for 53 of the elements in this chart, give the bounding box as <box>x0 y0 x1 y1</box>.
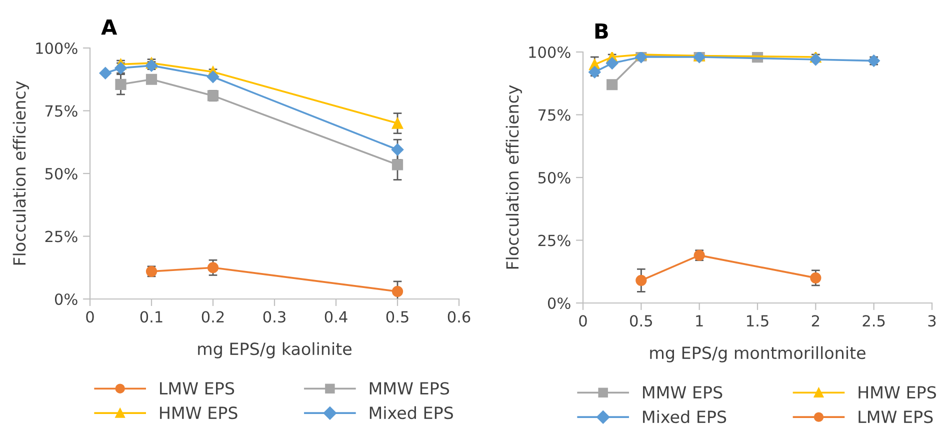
legend-label: MMW EPS <box>643 386 722 399</box>
point <box>392 159 404 170</box>
x-tick-label: 0.6 <box>448 311 470 323</box>
x-tick-label: 0.5 <box>630 315 652 327</box>
legend-label: Mixed EPS <box>643 410 726 424</box>
point <box>146 74 158 85</box>
y-tick-label: 75% <box>45 105 78 117</box>
x-tick-label: 2 <box>812 315 819 326</box>
point <box>606 57 618 70</box>
x-tick-label: 1 <box>696 315 703 326</box>
x-tick-label: 0.3 <box>263 311 286 323</box>
x-tick-label: 0.4 <box>324 311 348 323</box>
y-tick-label: 50% <box>45 168 78 180</box>
y-tick-label: 0% <box>54 293 78 306</box>
legend-label: LMW EPS <box>858 410 933 424</box>
x-tick-label: 0 <box>579 315 587 327</box>
point <box>810 53 822 66</box>
legend-label: HMW EPS <box>858 386 936 399</box>
y-tick-label: 25% <box>538 234 570 246</box>
x-axis-title: mg EPS/g kaolinite <box>198 342 352 358</box>
legend-label: Mixed EPS <box>370 406 453 420</box>
x-tick-label: 0.2 <box>202 311 224 323</box>
y-tick-label: 100% <box>36 42 78 54</box>
x-tick-label: 3 <box>928 315 936 327</box>
point <box>207 262 219 274</box>
point <box>588 66 601 78</box>
legend-label: MMW EPS <box>370 382 450 395</box>
x-axis-title: mg EPS/g montmorillonite <box>650 346 866 362</box>
x-tick-label: 1.5 <box>747 315 768 327</box>
point <box>606 79 618 90</box>
y-tick-label: 75% <box>538 109 570 121</box>
x-tick-label: 0 <box>86 311 94 323</box>
point <box>636 274 647 286</box>
point <box>392 118 404 129</box>
x-tick-label: 0.1 <box>140 311 162 323</box>
y-tick-label: 100% <box>529 46 570 58</box>
point <box>810 272 822 284</box>
y-tick-label: 50% <box>538 172 570 184</box>
x-tick-label: 0.5 <box>386 311 408 323</box>
y-tick-label: 25% <box>45 230 78 242</box>
legend-label: LMW EPS <box>160 382 234 395</box>
x-tick-label: 2.5 <box>862 315 885 327</box>
y-axis-title: Flocculation efficiency <box>12 81 29 265</box>
y-tick-label: 0% <box>548 297 570 310</box>
point <box>391 144 404 156</box>
point <box>206 70 220 83</box>
point <box>99 67 112 80</box>
y-axis-title: Flocculation efficiency <box>506 85 522 269</box>
chart-title: A <box>101 19 118 35</box>
point <box>115 78 126 90</box>
legend-label: HMW EPS <box>160 406 238 420</box>
chart-title: B <box>595 23 608 39</box>
point <box>392 286 404 298</box>
